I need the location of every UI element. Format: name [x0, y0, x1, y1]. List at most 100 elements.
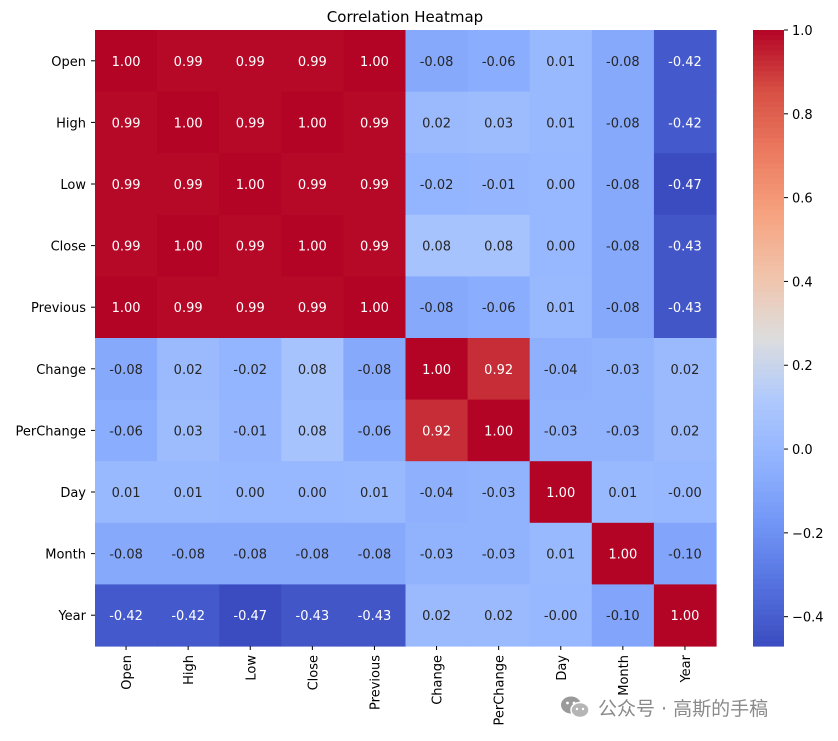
cell-value-label: 0.99 — [360, 240, 389, 255]
colorbar-segment — [753, 112, 784, 118]
cell-value-label: 0.99 — [236, 240, 265, 255]
heatmap-cell — [95, 214, 158, 277]
heatmap-cell — [653, 214, 717, 277]
x-tick-label: High — [182, 655, 197, 685]
cell-value-label: -0.08 — [358, 548, 392, 563]
cell-value-label: 1.00 — [546, 486, 575, 501]
colorbar-segment — [753, 635, 784, 642]
heatmap-cell — [95, 338, 158, 401]
heatmap-cell — [405, 30, 469, 93]
cell-value-label: 1.00 — [298, 240, 327, 255]
colorbar-segment — [753, 630, 784, 637]
heatmap-cell — [219, 522, 282, 585]
heatmap-cell — [343, 276, 407, 339]
heatmap-cell — [653, 30, 717, 93]
cell-value-label: -0.08 — [606, 116, 640, 131]
heatmap-cell — [467, 91, 531, 154]
heatmap-cell — [95, 276, 158, 339]
heatmap-cell — [467, 338, 531, 401]
y-tick-label: Open — [51, 55, 86, 70]
x-tick-label: Previous — [368, 655, 383, 710]
colorbar-segment — [753, 60, 784, 67]
colorbar-segment — [753, 255, 784, 262]
cell-value-label: -0.06 — [109, 424, 143, 439]
colorbar-segment — [753, 230, 784, 236]
heatmap-cell — [281, 461, 344, 524]
colorbar-segment — [753, 189, 784, 195]
cell-value-label: 0.02 — [422, 609, 451, 624]
cell-value-label: 0.99 — [236, 116, 265, 131]
colorbar-segment — [753, 132, 784, 139]
heatmap-cell — [591, 91, 655, 154]
colorbar-segment — [753, 327, 784, 334]
cell-value-label: 0.03 — [484, 116, 513, 131]
colorbar-segment — [753, 343, 784, 349]
cell-value-label: 0.08 — [422, 240, 451, 255]
colorbar-tick-label: 0.2 — [792, 359, 813, 374]
cell-value-label: 0.00 — [546, 240, 575, 255]
cell-value-label: 0.02 — [484, 609, 513, 624]
colorbar-tick-label: 0.0 — [792, 443, 813, 458]
cell-value-label: 0.92 — [422, 424, 451, 439]
heatmap-cell — [281, 30, 344, 93]
colorbar-segment — [753, 409, 784, 416]
heatmap-cell — [157, 522, 220, 585]
colorbar-segment — [753, 538, 784, 544]
colorbar-tick-label: 1.0 — [792, 24, 813, 39]
colorbar-tick-label: 0.6 — [792, 192, 813, 207]
cell-value-label: 0.01 — [546, 55, 575, 70]
x-tick-label: Low — [244, 655, 259, 681]
colorbar-segment — [753, 548, 784, 555]
cell-value-label: 0.01 — [546, 116, 575, 131]
cell-value-label: 0.08 — [298, 363, 327, 378]
colorbar-segment — [753, 594, 784, 601]
wechat-icon — [560, 695, 590, 719]
colorbar-segment — [753, 368, 784, 375]
colorbar-segment — [753, 471, 784, 478]
heatmap-cell — [529, 461, 593, 524]
heatmap-cell — [95, 584, 158, 647]
colorbar-segment — [753, 615, 784, 621]
colorbar-segment — [753, 291, 784, 298]
x-tick-label: Month — [617, 655, 632, 696]
cell-value-label: 0.00 — [298, 486, 327, 501]
colorbar-segment — [753, 461, 784, 467]
x-tick-label: Year — [679, 654, 694, 683]
colorbar-segment — [753, 353, 784, 360]
heatmap-cell — [281, 153, 344, 216]
heatmap-cell — [467, 461, 531, 524]
cell-value-label: 1.00 — [360, 301, 389, 316]
colorbar-segment — [753, 266, 784, 272]
colorbar-segment — [753, 209, 784, 216]
cell-value-label: -0.42 — [668, 55, 702, 70]
colorbar-segment — [753, 440, 784, 447]
cell-value-label: -0.08 — [420, 55, 454, 70]
y-tick-label: PerChange — [16, 424, 87, 439]
heatmap-cell — [591, 522, 655, 585]
heatmap-cell — [405, 91, 469, 154]
cell-value-label: -0.03 — [606, 424, 640, 439]
cell-value-label: 1.00 — [422, 363, 451, 378]
heatmap-cell — [405, 214, 469, 277]
cell-value-label: 0.03 — [174, 424, 203, 439]
colorbar-segment — [753, 430, 784, 437]
heatmap-cell — [529, 522, 593, 585]
cell-value-label: 0.01 — [608, 486, 637, 501]
colorbar-segment — [753, 55, 784, 62]
colorbar-segment — [753, 610, 784, 616]
cell-value-label: -0.03 — [482, 486, 516, 501]
colorbar-segment — [753, 553, 784, 560]
heatmap-cell — [95, 399, 158, 462]
heatmap-cell — [343, 338, 407, 401]
colorbar-segment — [753, 245, 784, 252]
colorbar-segment — [753, 420, 784, 426]
x-tick-label: Day — [555, 655, 570, 681]
colorbar-segment — [753, 30, 784, 36]
heatmap-cell — [405, 276, 469, 339]
heatmap-cell — [343, 399, 407, 462]
cell-value-label: -0.03 — [606, 363, 640, 378]
colorbar-segment — [753, 574, 784, 580]
y-axis-tick-labels: Open High Low Close Previous Change PerChange D… — [16, 55, 95, 624]
heatmap-cell — [405, 461, 469, 524]
colorbar-segment — [753, 379, 784, 385]
